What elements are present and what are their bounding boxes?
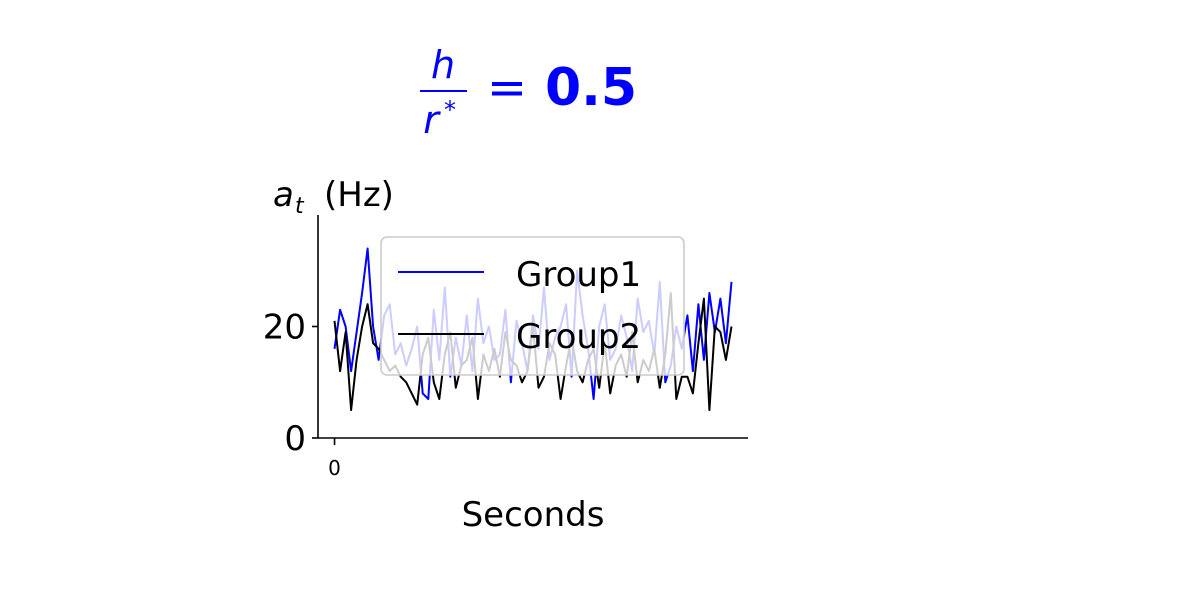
title-numerator: h — [431, 43, 455, 87]
y-axis-label-sub: t — [295, 194, 305, 219]
y-tick-label: 20 — [263, 308, 306, 348]
title-value: 0.5 — [545, 58, 637, 118]
legend: Group1 Group2 — [380, 236, 685, 376]
title-equals: = — [487, 60, 527, 116]
legend-label-group2: Group2 — [516, 317, 641, 357]
chart-title: h r * = 0.5 — [420, 43, 637, 142]
y-axis-label: a t (Hz) — [273, 175, 394, 219]
x-axis-label: Seconds — [462, 495, 605, 535]
title-denominator-sup: * — [444, 96, 456, 124]
legend-label-group1: Group1 — [516, 255, 641, 295]
y-tick-label: 0 — [284, 419, 306, 459]
x-tick-label: 0 — [328, 456, 341, 480]
y-axis-label-unit: (Hz) — [324, 175, 394, 215]
ticks-layer: 0 20 0 — [263, 308, 341, 481]
title-denominator: r — [423, 98, 441, 142]
y-axis-label-var: a — [273, 175, 294, 215]
